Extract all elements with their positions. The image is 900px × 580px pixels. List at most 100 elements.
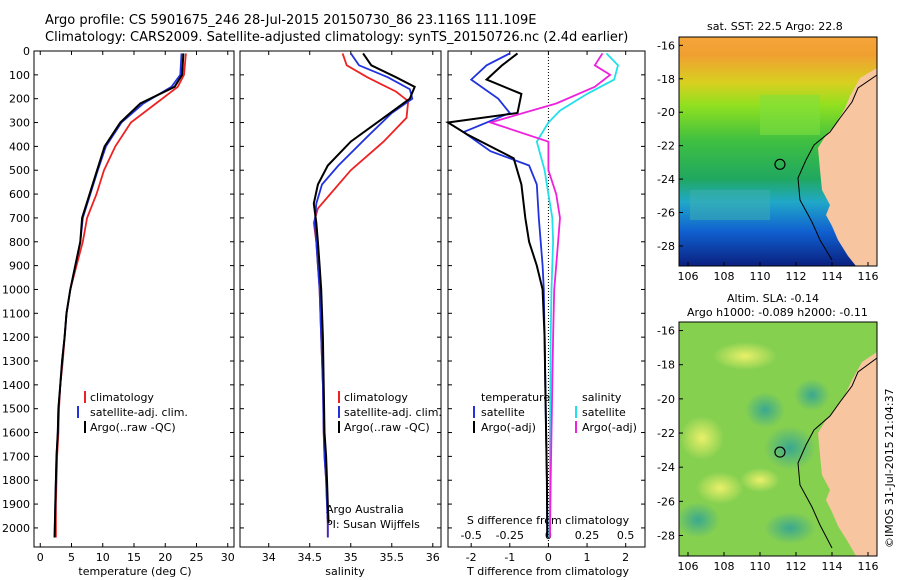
x-tick-label: 35.5 [380,551,405,564]
legend-swatch-argo [84,421,86,433]
depth-tick-label: 1200 [2,331,30,344]
sst-map-frame [678,36,878,267]
depth-tick-label: 400 [9,140,30,153]
sla-blob [745,392,785,428]
depth-tick-label: 0 [23,45,30,58]
s-tick-label: 0.5 [617,529,635,542]
map-x-tick-label: 108 [714,270,735,283]
map-x-tick-label: 110 [750,560,771,573]
difference-top-label: S difference from climatology [467,514,630,527]
map-y-tick-label: -26 [657,495,675,508]
x-tick-label: 34.5 [297,551,322,564]
map-y-tick-label: -20 [657,106,675,119]
x-tick-label: 35 [344,551,358,564]
copyright: ©IMOS 31-Jul-2015 21:04:37 [883,388,896,548]
x-tick-label: 36 [426,551,440,564]
depth-tick-label: 1900 [2,498,30,511]
difference-legend: temperature satellite Argo(-adj) salinit… [473,391,637,434]
map-y-tick-label: -24 [657,461,675,474]
sla-map [678,321,878,557]
argo-location-marker [774,446,786,458]
figure-title-line2: Climatology: CARS2009. Satellite-adjuste… [45,30,628,45]
difference-xlabel: T difference from climatology [466,565,629,578]
series-line-clim [312,53,410,538]
s-tick-label: -0.25 [496,529,524,542]
x-tick-label: 25 [190,551,204,564]
map-y-tick-label: -16 [657,325,675,338]
temperature-legend: climatology satellite-adj. clim. Argo(..… [77,391,188,434]
salinity-legend: climatology satellite-adj. clim. Argo(..… [326,391,442,531]
argo-location-marker [774,158,786,170]
s-tick-label: -0.5 [460,529,481,542]
x-tick-label: -1 [504,551,515,564]
sla-blob [696,472,744,504]
x-tick-label: 0 [545,551,552,564]
note-argo-australia: Argo Australia [326,503,404,516]
map-x-tick-label: 106 [678,270,699,283]
x-tick-label: 1 [584,551,591,564]
depth-tick-label: 800 [9,236,30,249]
series-line-argo [445,52,549,538]
depth-tick-label: 1100 [2,307,30,320]
map-y-tick-label: -24 [657,173,675,186]
map-y-tick-label: -28 [657,240,675,253]
sla-blob [764,512,816,544]
legend-label: satellite-adj. clim. [344,406,442,419]
x-tick-label: 10 [96,551,110,564]
salinity-panel: 34 34.5 35 35.5 36 [239,50,442,564]
map-x-tick-label: 116 [858,270,879,283]
sla-land [818,352,877,556]
map-y-tick-label: -16 [657,39,675,52]
sla-blob [680,416,724,460]
depth-tick-label: 600 [9,188,30,201]
legend-label: Argo(-adj) [582,421,637,434]
temperature-frame [33,50,235,548]
depth-tick-label: 1600 [2,427,30,440]
sla-blob [764,426,816,470]
sla-blob [679,502,720,538]
legend-swatch-satellite [338,406,340,418]
map-y-tick-label: -18 [657,359,675,372]
sla-coast-contour [797,357,877,549]
depth-tick-label: 2000 [2,522,30,535]
legend-label: satellite-adj. clim. [90,406,188,419]
legend-label: satellite [582,406,626,419]
map-x-tick-label: 116 [858,560,879,573]
map-y-tick-label: -22 [657,140,675,153]
sst-coast-contour [797,74,877,261]
legend-label: Argo(..raw -QC) [344,421,430,434]
legend-swatch-argo [338,421,340,433]
series-line-sal_argo [487,52,612,538]
difference-frame [447,50,646,548]
depth-tick-label: 100 [9,69,30,82]
temperature-xlabel: temperature (deg C) [78,565,191,578]
depth-tick-label: 900 [9,260,30,273]
map-y-tick-label: -26 [657,207,675,220]
map-y-tick-label: -18 [657,73,675,86]
sla-map-axes: 106 108 110 112 114 116 -16 -18 -20 -22 -24 -26 -28 [657,325,878,573]
temperature-panel: 0100200300400500600700800900100011001200… [2,45,235,564]
series-line-sat [461,52,549,538]
sla-blob [740,468,780,492]
legend-label: Argo(..raw -QC) [90,421,176,434]
map-x-tick-label: 110 [750,270,771,283]
legend-swatch-t-argo [473,421,475,433]
legend-label: Argo(-adj) [481,421,536,434]
sst-cool-patch [690,190,770,220]
map-y-tick-label: -20 [657,393,675,406]
difference-panel: -2 -1 0 1 2 -0.5 -0.25 0 0.25 0.5 [445,50,646,564]
legend-swatch-t-satellite [473,406,475,418]
legend-label: climatology [90,391,154,404]
map-y-tick-label: -28 [657,530,675,543]
sla-map-subtitle: Argo h1000: -0.089 h2000: -0.11 [687,306,868,319]
note-pi: PI: Susan Wijffels [326,518,420,531]
series-line-argo [312,52,416,524]
map-x-tick-label: 114 [822,560,843,573]
salinity-xlabel: salinity [325,565,365,578]
sla-map-title: Altim. SLA: -0.14 [727,292,819,305]
sla-map-frame [678,321,878,557]
depth-tick-label: 200 [9,93,30,106]
x-tick-label: 34 [262,551,276,564]
legend-swatch-climatology [84,391,86,403]
